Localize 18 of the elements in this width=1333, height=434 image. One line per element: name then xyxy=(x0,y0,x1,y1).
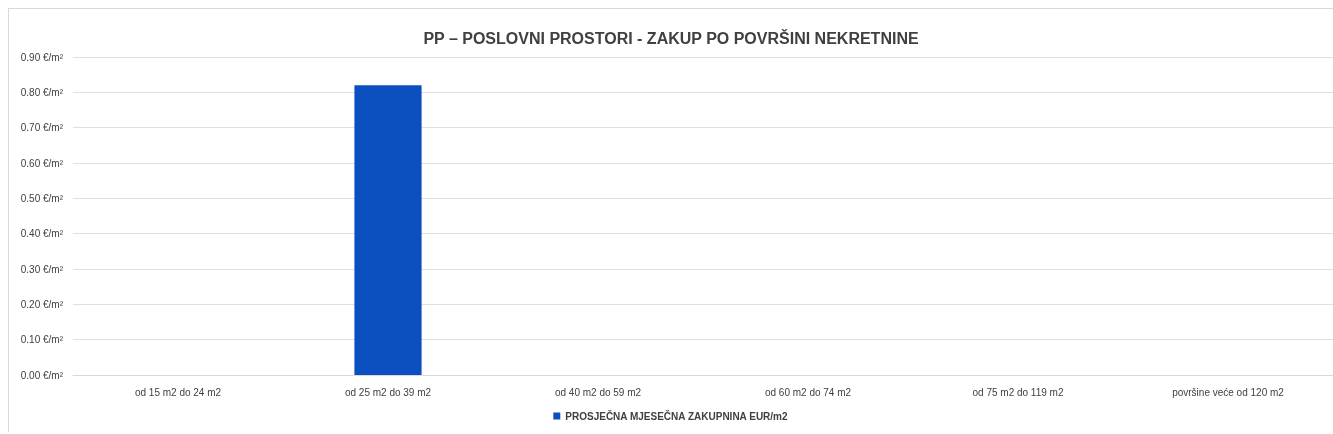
x-tick-label: od 15 m2 do 24 m2 xyxy=(134,386,222,398)
y-tick-label: 0.50 €/m² xyxy=(20,192,64,204)
x-tick-label: od 75 m2 do 119 m2 xyxy=(972,386,1064,398)
y-tick-label: 0.30 €/m² xyxy=(20,263,64,275)
y-tick-label: 0.10 €/m² xyxy=(20,334,64,346)
y-tick-label: 0.60 €/m² xyxy=(20,157,64,169)
y-tick-label: 0.80 €/m² xyxy=(20,86,64,98)
y-tick-label: 0.70 €/m² xyxy=(20,122,64,134)
chart-title: PP – POSLOVNI PROSTORI - ZAKUP PO POVRŠINI NEKRETNINE xyxy=(423,28,919,47)
x-tick-label: od 25 m2 do 39 m2 xyxy=(344,386,432,398)
x-tick-label: površine veće od 120 m2 xyxy=(1172,386,1285,398)
y-tick-label: 0.90 €/m² xyxy=(20,51,64,63)
x-tick-label: od 60 m2 do 74 m2 xyxy=(764,386,852,398)
y-tick-label: 0.20 €/m² xyxy=(20,298,64,310)
legend-label: PROSJEČNA MJESEČNA ZAKUPNINA EUR/m2 xyxy=(565,409,789,422)
y-tick-label: 0.00 €/m² xyxy=(20,369,64,381)
x-tick-label: od 40 m2 do 59 m2 xyxy=(554,386,642,398)
y-tick-label: 0.40 €/m² xyxy=(20,228,64,240)
